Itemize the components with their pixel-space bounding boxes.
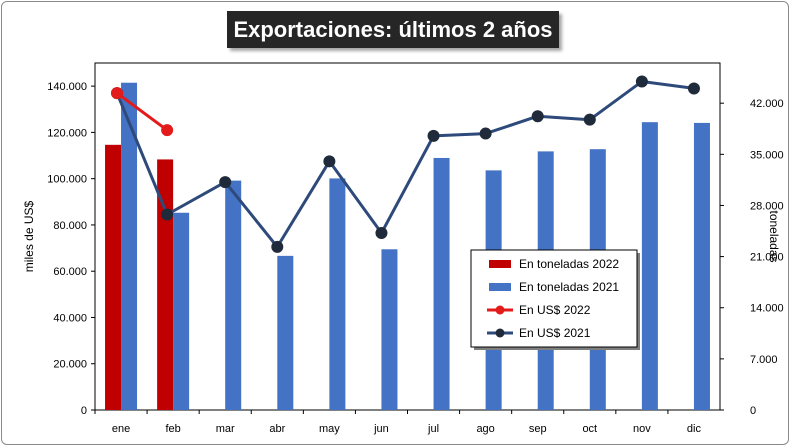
bar-toneladas-2021 xyxy=(173,212,190,410)
y2-tick-label: 42.000 xyxy=(750,98,784,110)
bar-toneladas-2022 xyxy=(105,144,122,410)
point-usd-2021 xyxy=(531,110,544,123)
y-tick-label: 80.000 xyxy=(53,220,87,232)
y-tick-label: 0 xyxy=(81,405,87,417)
y2-tick-label: 7.000 xyxy=(750,354,778,366)
y-tick-label: 60.000 xyxy=(53,266,87,278)
y2-axis-title: toneladas xyxy=(767,210,781,262)
y2-tick-label: 35.000 xyxy=(750,149,784,161)
bar-toneladas-2021 xyxy=(433,157,450,410)
bar-toneladas-2021 xyxy=(693,122,710,410)
y2-tick-label: 14.000 xyxy=(750,303,784,315)
legend-label-en-toneladas-2021: En toneladas 2021 xyxy=(519,280,619,294)
y-axis-title: miles de US$ xyxy=(22,201,36,273)
point-usd-2021 xyxy=(219,176,232,189)
y2-tick-label: 0 xyxy=(750,405,756,417)
bar-toneladas-2021 xyxy=(329,178,346,410)
point-usd-2021 xyxy=(161,208,174,221)
y-tick-label: 20.000 xyxy=(53,359,87,371)
legend-label-en-us-2021: En US$ 2021 xyxy=(519,326,591,340)
point-usd-2021 xyxy=(271,240,284,253)
point-usd-2021 xyxy=(479,127,492,140)
x-tick-label: abr xyxy=(269,423,285,435)
point-usd-2021 xyxy=(635,75,648,88)
line-usd-2021 xyxy=(115,80,695,249)
x-tick-label: feb xyxy=(165,423,180,435)
y-tick-label: 40.000 xyxy=(53,312,87,324)
y2-tick-label: 21.000 xyxy=(750,252,784,264)
x-tick-label: nov xyxy=(633,423,651,435)
point-usd-2021 xyxy=(687,82,700,95)
x-tick-label: mar xyxy=(216,423,235,435)
bar-toneladas-2021 xyxy=(381,249,398,410)
x-tick-label: ago xyxy=(476,423,494,435)
x-tick-label: dic xyxy=(687,423,702,435)
legend-marker-en-us-2021 xyxy=(495,328,505,338)
legend-marker-en-us-2022 xyxy=(495,305,505,315)
x-tick-label: oct xyxy=(582,423,597,435)
line-usd-2022 xyxy=(116,91,168,132)
chart-title-box: Exportaciones: últimos 2 años xyxy=(227,11,559,48)
x-tick-label: jul xyxy=(427,423,439,435)
x-tick-label: may xyxy=(319,423,340,435)
legend-swatch-en-toneladas-2021 xyxy=(489,283,511,291)
y-tick-label: 140.000 xyxy=(47,81,87,93)
point-usd-2022 xyxy=(161,124,174,137)
chart-title: Exportaciones: últimos 2 años xyxy=(233,16,553,42)
x-tick-label: ene xyxy=(112,423,130,435)
point-usd-2021 xyxy=(323,155,336,168)
legend-label-en-us-2022: En US$ 2022 xyxy=(519,303,591,317)
point-usd-2022 xyxy=(111,87,124,100)
x-tick-label: jun xyxy=(373,423,389,435)
y2-tick-label: 28.000 xyxy=(750,200,784,212)
legend-label-en-toneladas-2022: En toneladas 2022 xyxy=(519,257,619,271)
point-usd-2021 xyxy=(583,113,596,126)
x-tick-label: sep xyxy=(529,423,547,435)
point-usd-2021 xyxy=(427,129,440,142)
y-tick-label: 120.000 xyxy=(47,127,87,139)
bar-toneladas-2021 xyxy=(121,82,138,410)
bar-toneladas-2021 xyxy=(277,255,294,410)
bar-toneladas-2021 xyxy=(641,122,658,410)
legend-swatch-en-toneladas-2022 xyxy=(489,260,511,268)
bar-toneladas-2021 xyxy=(225,180,242,410)
bar-toneladas-2022 xyxy=(157,159,174,410)
y-tick-label: 100.000 xyxy=(47,174,87,186)
point-usd-2021 xyxy=(375,227,388,240)
